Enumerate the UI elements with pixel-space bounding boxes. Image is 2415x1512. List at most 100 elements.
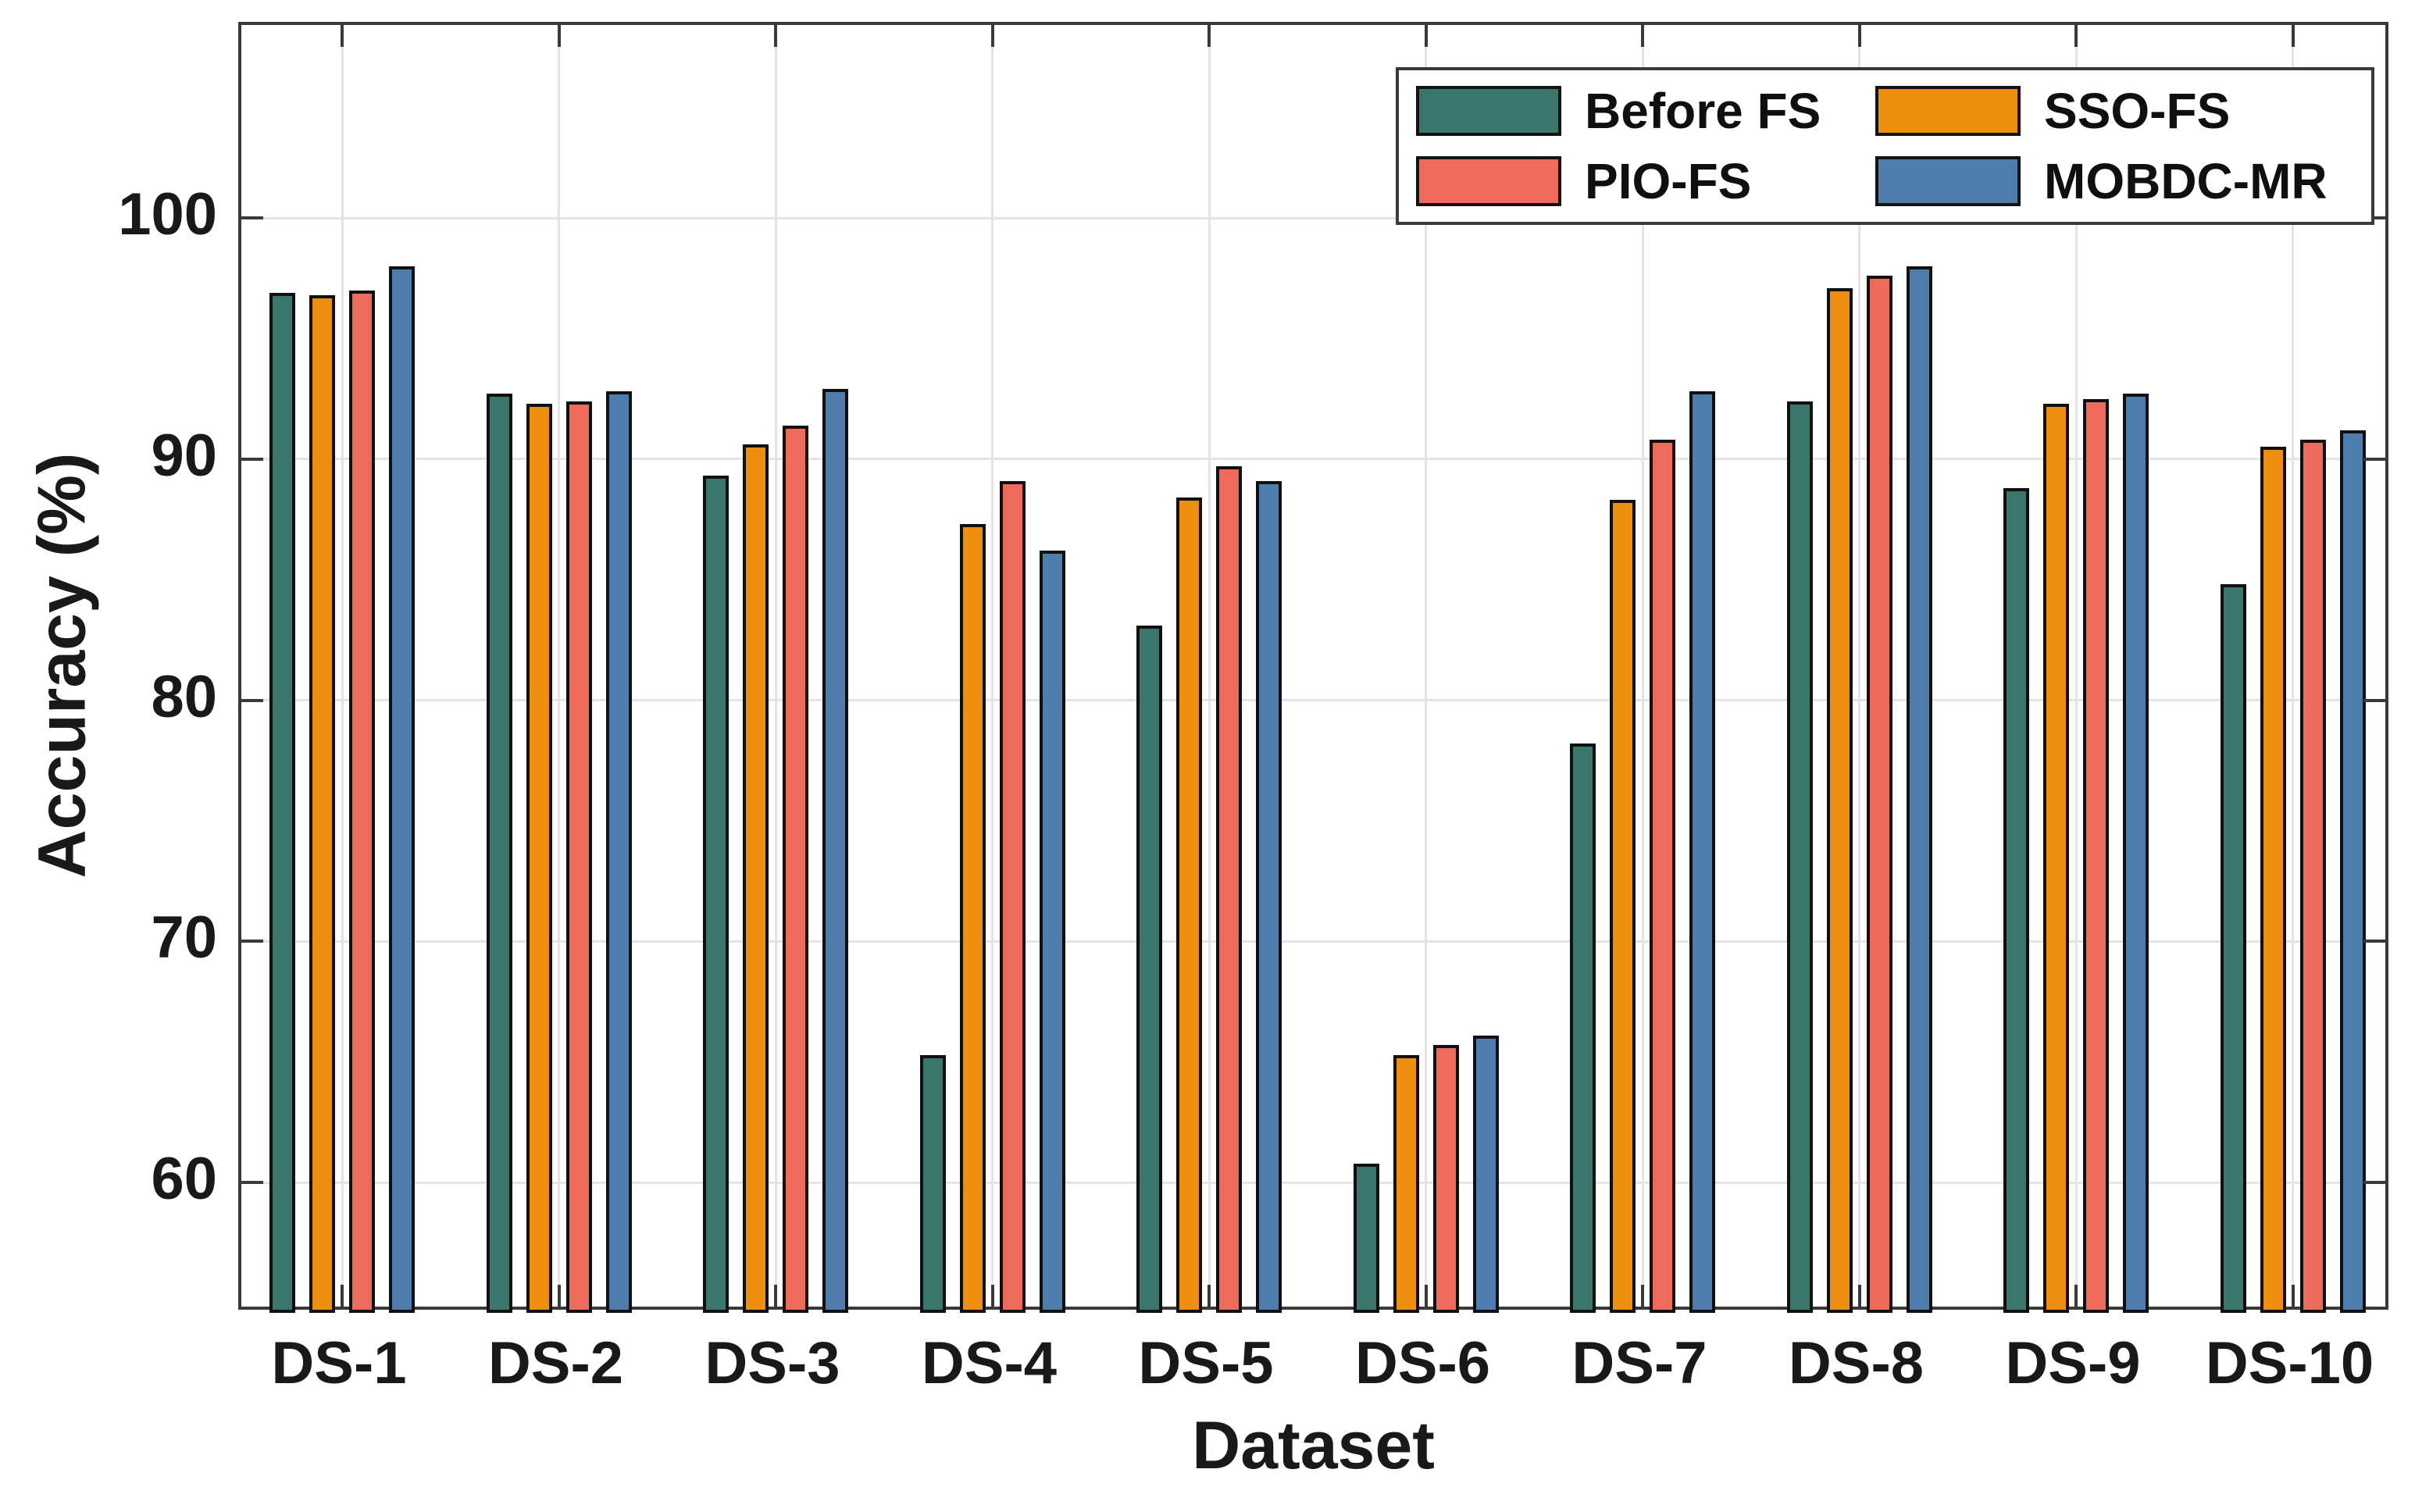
x-tick-mark (557, 1285, 561, 1307)
x-tick-mark (341, 25, 344, 47)
x-tick-mark (2291, 1285, 2295, 1307)
x-tick-label: DS-10 (2205, 1330, 2374, 1396)
y-gridline (241, 940, 2385, 943)
bar-ds-10-before-fs (2220, 584, 2246, 1313)
x-gridline (991, 25, 993, 1307)
x-tick-label: DS-8 (1788, 1330, 1925, 1396)
bar-ds-7-before-fs (1570, 744, 1596, 1313)
x-tick-label: DS-9 (2005, 1330, 2141, 1396)
bar-ds-6-sso-fs (1393, 1054, 1419, 1313)
bar-ds-1-mobdc-mr (389, 266, 415, 1313)
bar-ds-10-sso-fs (2260, 447, 2286, 1313)
x-tick-label: DS-7 (1571, 1330, 1707, 1396)
bar-ds-4-sso-fs (959, 524, 986, 1313)
legend-item-sso-fs: SSO-FS (1875, 83, 2356, 139)
bar-ds-4-mobdc-mr (1039, 551, 1065, 1313)
x-gridline (1425, 25, 1427, 1307)
legend-label-mobdc-mr: MOBDC-MR (2044, 153, 2328, 209)
y-tick-mark (241, 216, 263, 220)
plot-area (238, 22, 2388, 1313)
bar-ds-6-mobdc-mr (1472, 1035, 1499, 1313)
bar-ds-6-before-fs (1353, 1163, 1379, 1313)
x-gridline (2292, 25, 2294, 1307)
y-tick-mark (2363, 698, 2385, 702)
y-tick-mark (2363, 1181, 2385, 1185)
bar-ds-9-pio-fs (2083, 398, 2109, 1313)
x-tick-mark (1208, 25, 1211, 47)
y-tick-label: 90 (151, 422, 217, 489)
bar-ds-4-pio-fs (999, 480, 1026, 1313)
bar-ds-3-before-fs (703, 476, 729, 1313)
y-tick-mark (2363, 940, 2385, 943)
bar-ds-7-mobdc-mr (1689, 391, 1715, 1313)
legend-label-sso-fs: SSO-FS (2044, 83, 2231, 139)
y-tick-mark (2363, 457, 2385, 461)
x-gridline (774, 25, 777, 1307)
bar-ds-1-pio-fs (349, 290, 375, 1313)
bar-ds-2-pio-fs (565, 401, 592, 1313)
x-tick-mark (990, 25, 994, 47)
legend-label-before-fs: Before FS (1585, 83, 1821, 139)
bar-ds-9-sso-fs (2043, 403, 2069, 1313)
x-tick-mark (557, 25, 561, 47)
x-tick-mark (774, 25, 777, 47)
x-tick-label: DS-1 (271, 1330, 407, 1396)
bar-ds-3-pio-fs (783, 425, 808, 1313)
y-tick-label: 100 (118, 181, 217, 248)
bar-ds-3-mobdc-mr (822, 389, 848, 1313)
y-tick-label: 70 (151, 904, 217, 972)
bar-ds-5-before-fs (1136, 625, 1162, 1313)
x-gridline (558, 25, 560, 1307)
x-tick-mark (1857, 1285, 1861, 1307)
y-gridline (241, 216, 2385, 219)
y-tick-label: 60 (151, 1146, 217, 1213)
x-tick-mark (1208, 1285, 1211, 1307)
bar-ds-1-sso-fs (309, 294, 335, 1313)
legend-item-mobdc-mr: MOBDC-MR (1875, 153, 2356, 209)
x-gridline (1641, 25, 1644, 1307)
bar-ds-10-pio-fs (2299, 440, 2326, 1313)
bar-ds-2-mobdc-mr (605, 391, 632, 1313)
bar-ds-9-mobdc-mr (2123, 394, 2149, 1313)
legend-swatch-sso-fs (1875, 86, 2021, 136)
bar-ds-2-before-fs (486, 394, 512, 1313)
legend-item-pio-fs: PIO-FS (1416, 153, 1875, 209)
bar-ds-2-sso-fs (526, 403, 552, 1313)
x-axis-label: Dataset (1192, 1408, 1435, 1483)
y-tick-mark (241, 698, 263, 702)
x-tick-label: DS-5 (1138, 1330, 1274, 1396)
x-tick-label: DS-6 (1354, 1330, 1491, 1396)
x-tick-mark (1857, 25, 1861, 47)
bar-ds-5-pio-fs (1216, 466, 1242, 1313)
bar-ds-8-pio-fs (1866, 276, 1892, 1313)
bar-ds-5-sso-fs (1176, 497, 1202, 1313)
bar-ds-10-mobdc-mr (2339, 430, 2366, 1313)
x-tick-mark (2074, 25, 2078, 47)
y-gridline (241, 1181, 2385, 1184)
x-gridline (1858, 25, 1860, 1307)
bar-ds-3-sso-fs (743, 444, 769, 1313)
x-tick-mark (341, 1285, 344, 1307)
bar-ds-1-before-fs (269, 292, 295, 1313)
legend-swatch-mobdc-mr (1875, 156, 2021, 206)
x-tick-label: DS-2 (487, 1330, 624, 1396)
bar-ds-4-before-fs (919, 1054, 946, 1313)
bar-ds-7-pio-fs (1650, 440, 1675, 1313)
legend: Before FS SSO-FS PIO-FS MOBDC-MR (1396, 67, 2374, 225)
bar-ds-5-mobdc-mr (1256, 480, 1282, 1313)
x-tick-mark (1641, 25, 1644, 47)
y-tick-mark (241, 457, 263, 461)
y-tick-label: 80 (151, 663, 217, 730)
x-tick-mark (774, 1285, 777, 1307)
x-gridline (2074, 25, 2078, 1307)
x-tick-mark (1424, 25, 1428, 47)
x-gridline (341, 25, 344, 1307)
legend-label-pio-fs: PIO-FS (1585, 153, 1752, 209)
y-tick-mark (241, 940, 263, 943)
legend-swatch-pio-fs (1416, 156, 1561, 206)
x-tick-mark (2074, 1285, 2078, 1307)
x-tick-mark (1641, 1285, 1644, 1307)
x-tick-mark (1424, 1285, 1428, 1307)
bar-ds-6-pio-fs (1432, 1045, 1459, 1313)
